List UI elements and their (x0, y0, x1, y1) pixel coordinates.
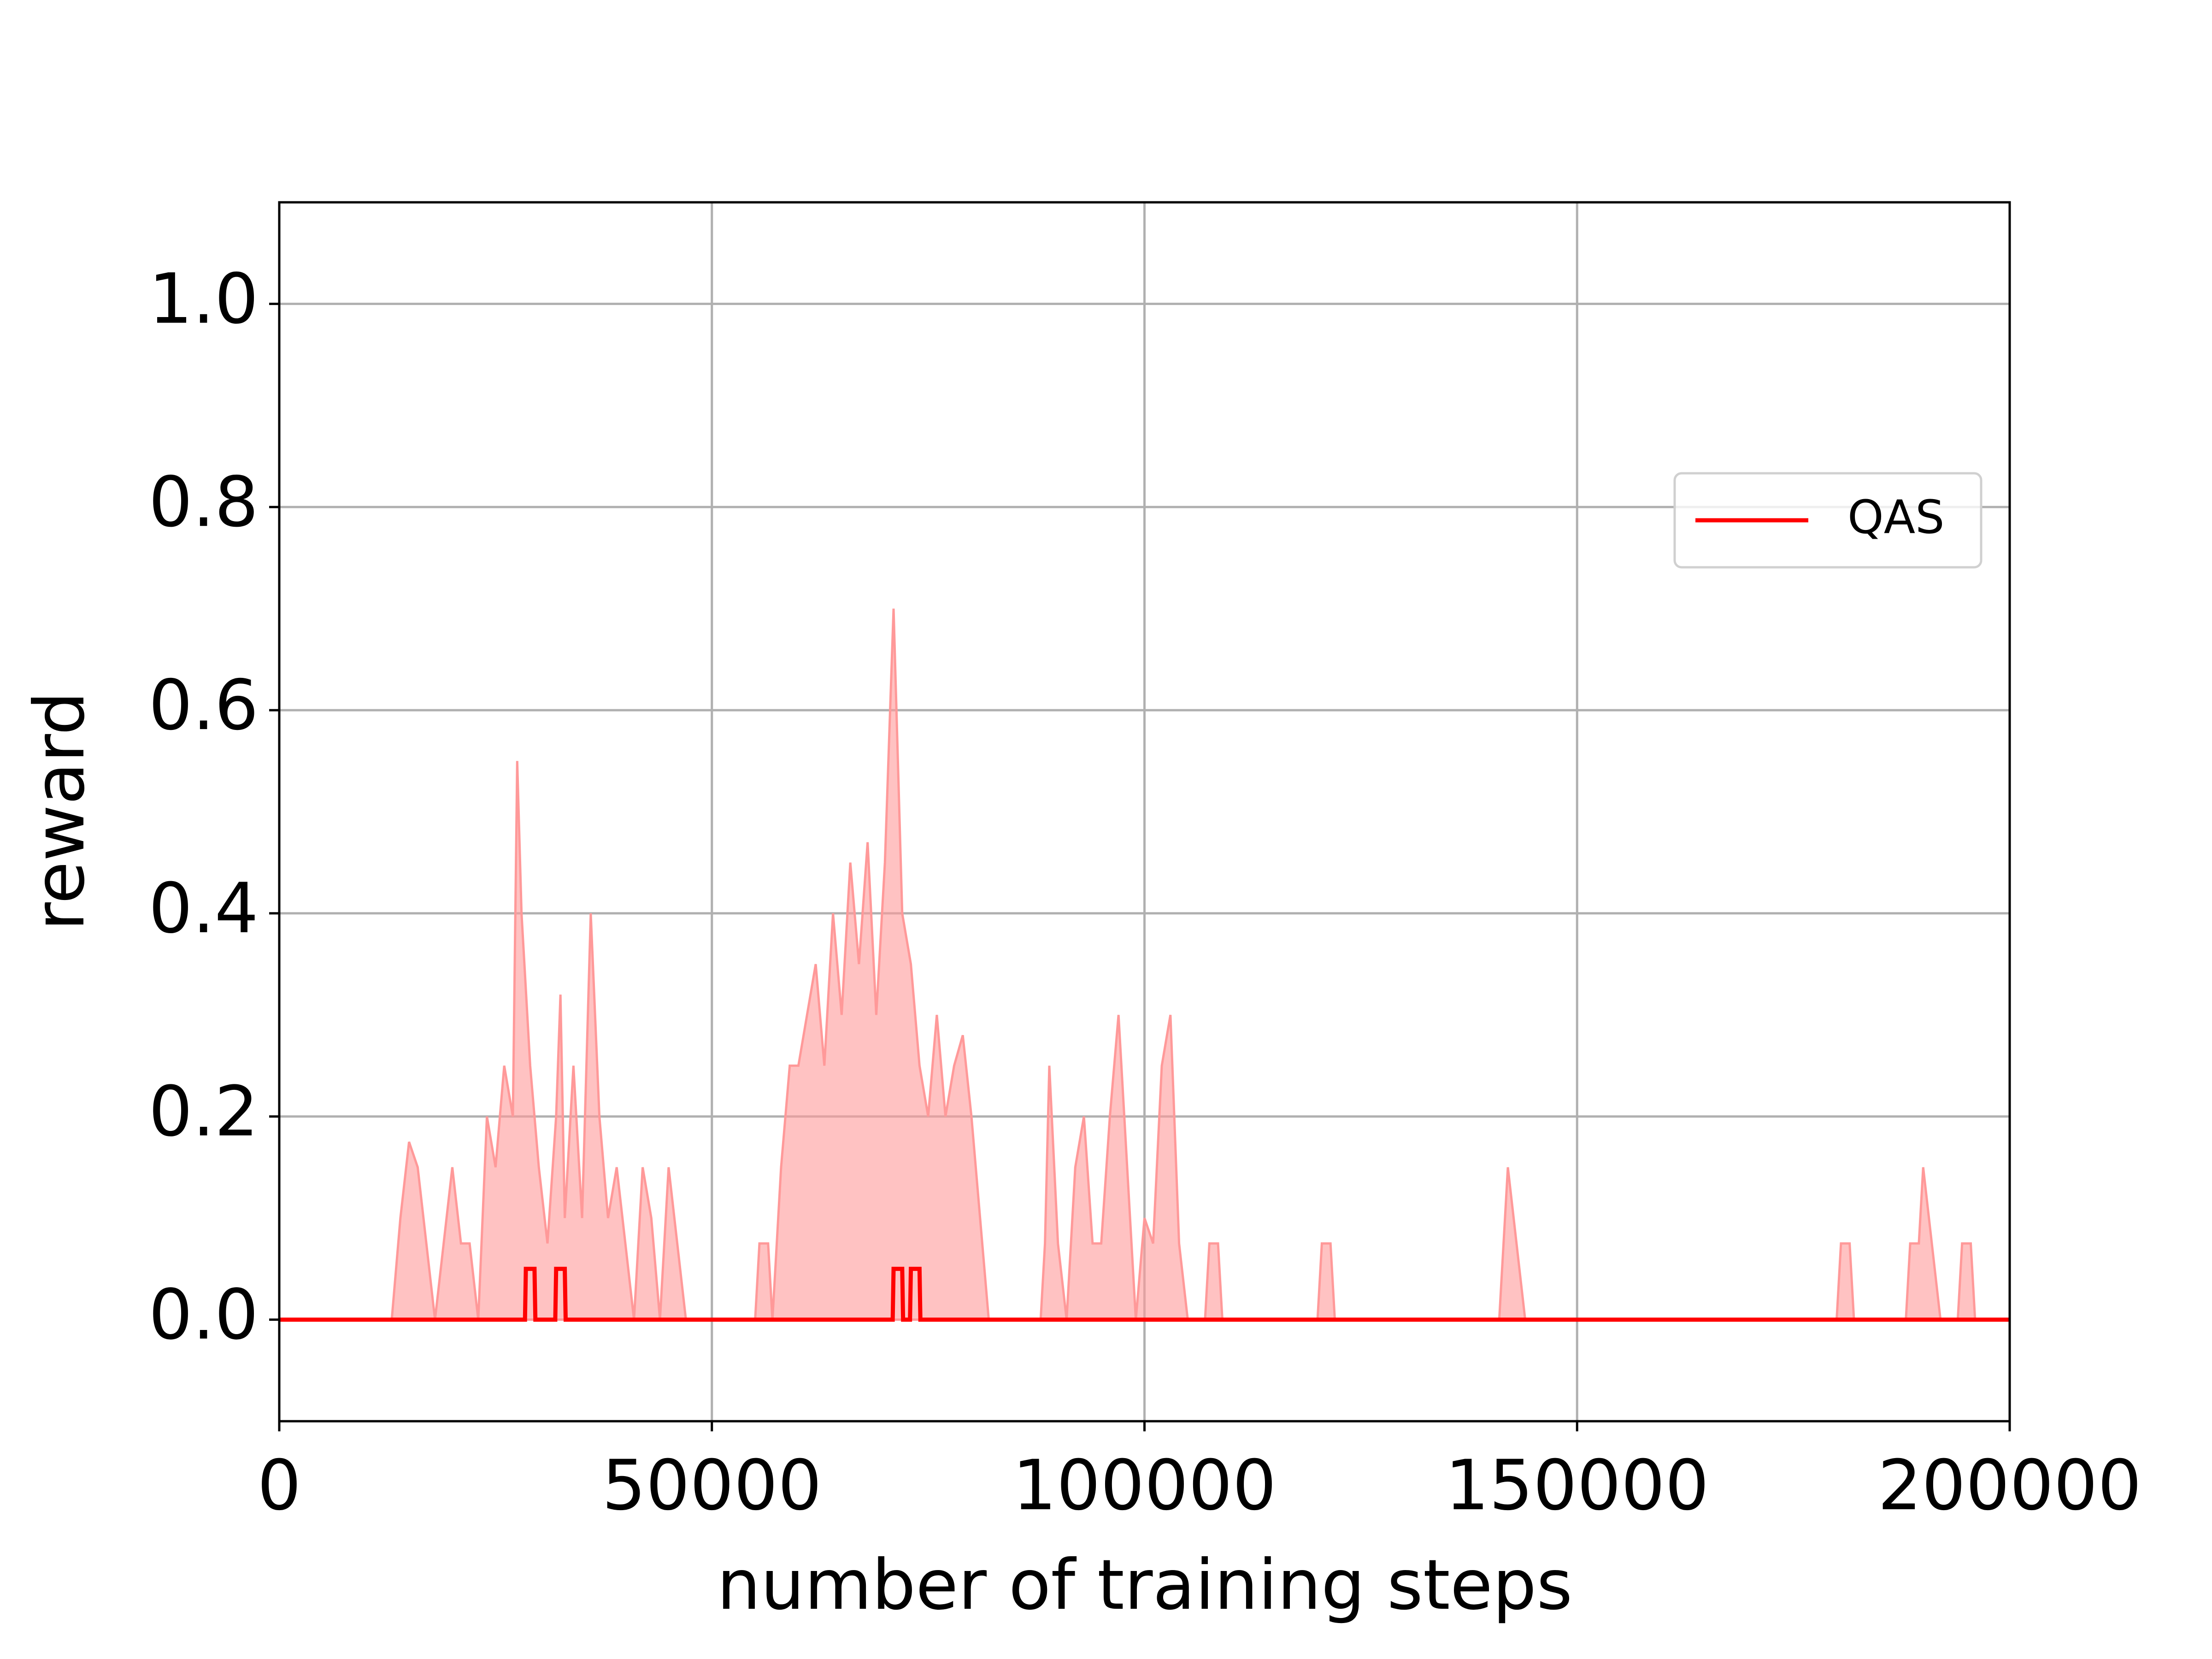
legend-box (1673, 472, 1983, 569)
x-tick-label: 200000 (1878, 1446, 2142, 1526)
band-area (279, 608, 2010, 1321)
x-tick-label: 150000 (1445, 1446, 1709, 1526)
y-tick-label: 0.4 (148, 869, 259, 949)
y-tick-label: 0.8 (148, 462, 259, 542)
y-tick-label: 1.0 (148, 259, 259, 339)
y-tick-label: 0.6 (148, 665, 259, 746)
x-tick-label: 0 (257, 1446, 301, 1526)
y-tick-label: 0.0 (148, 1275, 259, 1355)
x-axis-label: number of training steps (717, 1545, 1573, 1625)
line (279, 1266, 2010, 1322)
x-tick-label: 50000 (602, 1446, 822, 1526)
y-tick-label: 0.2 (148, 1072, 259, 1152)
legend-label: QAS (1847, 490, 1945, 544)
plot-frame (278, 201, 2011, 1423)
x-tick-label: 100000 (1012, 1446, 1277, 1526)
y-axis-label: reward (20, 691, 100, 931)
